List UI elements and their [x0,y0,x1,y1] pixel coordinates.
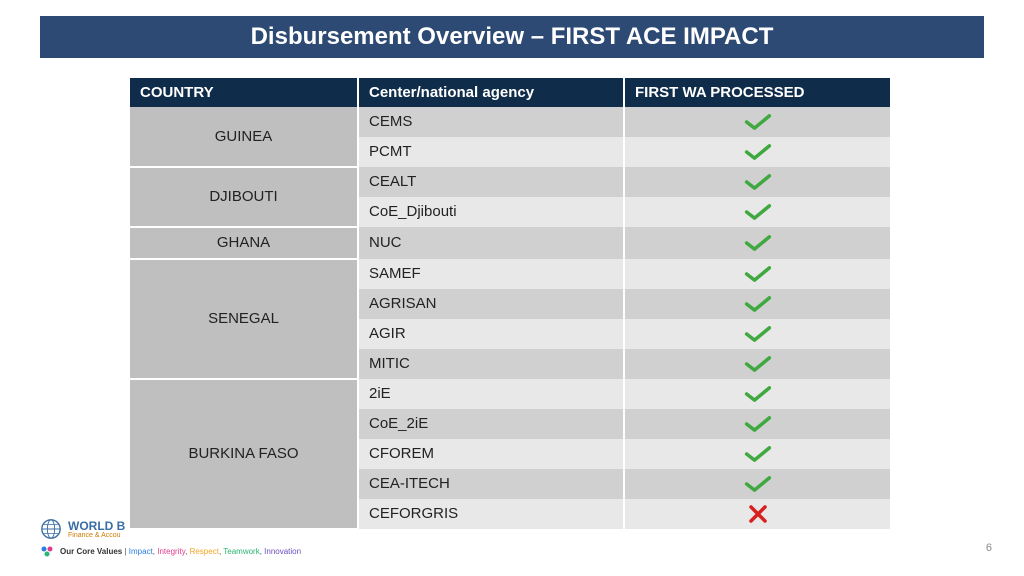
agency-cell: CEFORGRIS [358,499,624,529]
status-cell [624,259,890,289]
status-cell [624,107,890,137]
status-cell [624,439,890,469]
table-row: GUINEACEMS [130,107,890,137]
slide-title: Disbursement Overview – FIRST ACE IMPACT [251,23,774,51]
brand-subtitle: Finance & Accou [68,532,125,539]
country-cell: GHANA [130,227,358,259]
agency-cell: CFOREM [358,439,624,469]
check-icon [744,355,772,372]
check-icon [744,203,772,220]
disbursement-table: COUNTRY Center/national agency FIRST WA … [130,78,890,530]
check-icon [744,295,772,312]
status-cell [624,289,890,319]
check-icon [744,385,772,402]
country-cell: GUINEA [130,107,358,167]
agency-cell: PCMT [358,137,624,167]
check-icon [744,143,772,160]
core-values-row: Our Core Values | Impact, Integrity, Res… [40,544,301,558]
status-cell [624,349,890,379]
page-number: 6 [986,542,992,554]
check-icon [744,415,772,432]
check-icon [744,475,772,492]
table-header-row: COUNTRY Center/national agency FIRST WA … [130,78,890,107]
agency-cell: CEA-ITECH [358,469,624,499]
table-row: SENEGALSAMEF [130,259,890,289]
agency-cell: NUC [358,227,624,259]
col-agency: Center/national agency [358,78,624,107]
table-row: BURKINA FASO2iE [130,379,890,409]
check-icon [744,265,772,282]
check-icon [744,173,772,190]
check-icon [744,445,772,462]
agency-cell: MITIC [358,349,624,379]
check-icon [744,234,772,251]
status-cell [624,227,890,259]
agency-cell: SAMEF [358,259,624,289]
world-bank-logo: WORLD B Finance & Accou [40,518,301,540]
status-cell [624,197,890,227]
status-cell [624,469,890,499]
check-icon [744,325,772,342]
status-cell [624,319,890,349]
values-icon [40,544,54,558]
agency-cell: AGIR [358,319,624,349]
status-cell [624,379,890,409]
agency-cell: CEALT [358,167,624,197]
cross-icon [748,505,768,522]
core-values-text: Our Core Values | Impact, Integrity, Res… [60,547,301,556]
status-cell [624,409,890,439]
agency-cell: 2iE [358,379,624,409]
footer: WORLD B Finance & Accou Our Core Values … [40,518,301,558]
country-cell: DJIBOUTI [130,167,358,227]
agency-cell: AGRISAN [358,289,624,319]
col-country: COUNTRY [130,78,358,107]
status-cell [624,167,890,197]
disbursement-table-container: COUNTRY Center/national agency FIRST WA … [130,78,890,530]
check-icon [744,113,772,130]
col-status: FIRST WA PROCESSED [624,78,890,107]
globe-icon [40,518,62,540]
slide-title-bar: Disbursement Overview – FIRST ACE IMPACT [40,16,984,58]
country-cell: SENEGAL [130,259,358,379]
country-cell: BURKINA FASO [130,379,358,529]
agency-cell: CoE_Djibouti [358,197,624,227]
brand-name: WORLD B [68,520,125,532]
agency-cell: CEMS [358,107,624,137]
table-row: DJIBOUTICEALT [130,167,890,197]
status-cell [624,499,890,529]
table-row: GHANANUC [130,227,890,259]
status-cell [624,137,890,167]
agency-cell: CoE_2iE [358,409,624,439]
